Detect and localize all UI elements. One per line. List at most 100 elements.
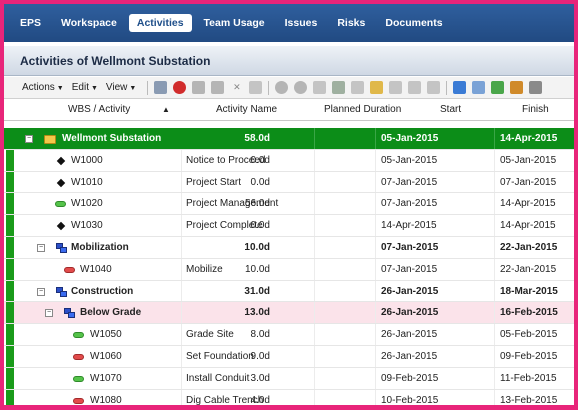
finish-date: 14-Apr-2015 (500, 198, 556, 210)
column-finish[interactable]: Finish (522, 104, 549, 115)
planned-duration: 0.0d (250, 220, 270, 232)
tab-eps[interactable]: EPS (20, 17, 42, 29)
tab-team-usage[interactable]: Team Usage (203, 17, 265, 29)
activity-name: Project Management (186, 198, 279, 210)
row-indicator (6, 149, 14, 171)
folder-icon[interactable] (370, 81, 384, 94)
column-divider (375, 215, 376, 236)
filter-icon[interactable] (491, 81, 505, 94)
table-row[interactable]: W1040 Mobilize 10.0d 07-Jan-2015 22-Jan-… (4, 258, 574, 281)
tab-documents[interactable]: Documents (385, 17, 443, 29)
collapse-icon[interactable]: − (25, 135, 33, 143)
table-row[interactable]: W1000 Notice to Proceed 0.0d 05-Jan-2015… (4, 149, 574, 172)
activity-id: W1080 (90, 394, 122, 406)
column-divider (375, 193, 376, 215)
row-indicator (6, 171, 14, 193)
save-icon[interactable] (154, 81, 168, 94)
delete-icon[interactable]: ✕ (233, 82, 241, 92)
column-divider (181, 389, 182, 405)
activity-name: Set Foundation (186, 350, 254, 362)
add-activity-icon[interactable] (192, 81, 206, 94)
column-divider (494, 128, 495, 149)
planned-duration: 31.0d (244, 285, 270, 297)
column-divider (314, 258, 315, 280)
chevron-down-icon: ▼ (129, 85, 137, 92)
project-name: Wellmont Substation (62, 133, 162, 144)
view-menu[interactable]: View ▼ (106, 82, 136, 93)
schedule-icon[interactable] (332, 81, 346, 94)
table-row[interactable]: − Wellmont Substation 58.0d 05-Jan-2015 … (4, 128, 574, 150)
start-date: 07-Jan-2015 (381, 263, 438, 275)
copy-icon[interactable] (211, 81, 225, 94)
finish-date: 22-Jan-2015 (500, 241, 558, 253)
table-row[interactable]: W1010 Project Start 0.0d 07-Jan-2015 07-… (4, 171, 574, 194)
column-planned-duration[interactable]: Planned Duration (324, 104, 402, 115)
table-row[interactable]: − Below Grade 13.0d 26-Jan-2015 16-Feb-2… (4, 302, 574, 325)
tab-issues[interactable]: Issues (284, 17, 318, 29)
toolbar-divider (268, 80, 270, 95)
lock-icon[interactable] (351, 81, 365, 94)
step-icon[interactable] (408, 81, 422, 94)
cancel-icon[interactable] (173, 81, 187, 94)
column-divider (494, 193, 495, 215)
column-wbs-activity[interactable]: WBS / Activity (68, 104, 131, 115)
finish-date: 09-Feb-2015 (500, 350, 558, 362)
start-date: 10-Feb-2015 (381, 394, 439, 406)
wbs-icon (56, 286, 67, 297)
planned-duration: 9.0d (250, 350, 270, 362)
table-row[interactable]: W1060 Set Foundation 9.0d 26-Jan-2015 09… (4, 345, 574, 368)
home-icon[interactable] (427, 81, 441, 94)
finish-date: 05-Feb-2015 (500, 329, 558, 341)
gantt-icon[interactable] (453, 81, 467, 94)
assign-resource-icon[interactable] (275, 81, 289, 94)
tools-icon[interactable] (510, 81, 524, 94)
wbs-name: Construction (71, 285, 134, 297)
toolbar: Actions ▼ Edit ▼ View ▼ ✕ (4, 77, 574, 99)
assign-role-icon[interactable] (294, 81, 308, 94)
chevron-down-icon: ▼ (90, 85, 98, 92)
column-divider (314, 345, 315, 367)
row-indicator (6, 324, 14, 345)
planned-duration: 13.0d (244, 307, 270, 319)
edit-menu[interactable]: Edit ▼ (72, 82, 98, 93)
chevron-down-icon: ▼ (56, 85, 64, 92)
collapse-icon[interactable]: − (37, 287, 45, 296)
activity-id: W1010 (71, 176, 103, 188)
sort-ascending-icon[interactable]: ▲ (162, 105, 170, 114)
indent-icon[interactable] (249, 81, 263, 94)
wbs-name: Below Grade (80, 307, 142, 319)
table-row[interactable]: − Construction 31.0d 26-Jan-2015 18-Mar-… (4, 280, 574, 303)
table-row[interactable]: − Mobilization 10.0d 07-Jan-2015 22-Jan-… (4, 236, 574, 259)
column-divider (494, 258, 495, 280)
tab-workspace[interactable]: Workspace (61, 17, 117, 29)
toolbar-divider (446, 80, 448, 95)
column-divider (375, 128, 376, 149)
column-divider (494, 367, 495, 389)
report-icon[interactable] (472, 81, 486, 94)
settings-icon[interactable] (529, 81, 543, 94)
table-row[interactable]: W1020 Project Management 56.0d 07-Jan-20… (4, 193, 574, 216)
column-divider (375, 149, 376, 171)
start-date: 07-Jan-2015 (381, 198, 438, 210)
activity-id: W1060 (90, 350, 122, 362)
task-bar-icon (73, 353, 84, 360)
table-row[interactable]: W1030 Project Complete 0.0d 14-Apr-2015 … (4, 215, 574, 237)
tab-risks[interactable]: Risks (337, 17, 366, 29)
link-icon[interactable] (313, 81, 327, 94)
start-date: 26-Jan-2015 (381, 307, 439, 319)
table-row[interactable]: W1070 Install Conduit 3.0d 09-Feb-2015 1… (4, 367, 574, 390)
activity-id: W1000 (71, 154, 103, 166)
column-start[interactable]: Start (440, 104, 462, 115)
notebook-icon[interactable] (389, 81, 403, 94)
milestone-icon (56, 178, 66, 187)
table-row[interactable]: W1080 Dig Cable Trench 4.0d 10-Feb-2015 … (4, 389, 574, 406)
collapse-icon[interactable]: − (37, 243, 45, 252)
actions-menu[interactable]: Actions ▼ (22, 82, 64, 93)
task-bar-icon (64, 266, 75, 273)
tab-activities[interactable]: Activities (128, 14, 192, 32)
column-activity-name[interactable]: Activity Name (216, 104, 278, 115)
collapse-icon[interactable]: − (45, 309, 53, 318)
column-divider (494, 215, 495, 236)
column-divider (314, 215, 315, 236)
table-row[interactable]: W1050 Grade Site 8.0d 26-Jan-2015 05-Feb… (4, 324, 574, 346)
